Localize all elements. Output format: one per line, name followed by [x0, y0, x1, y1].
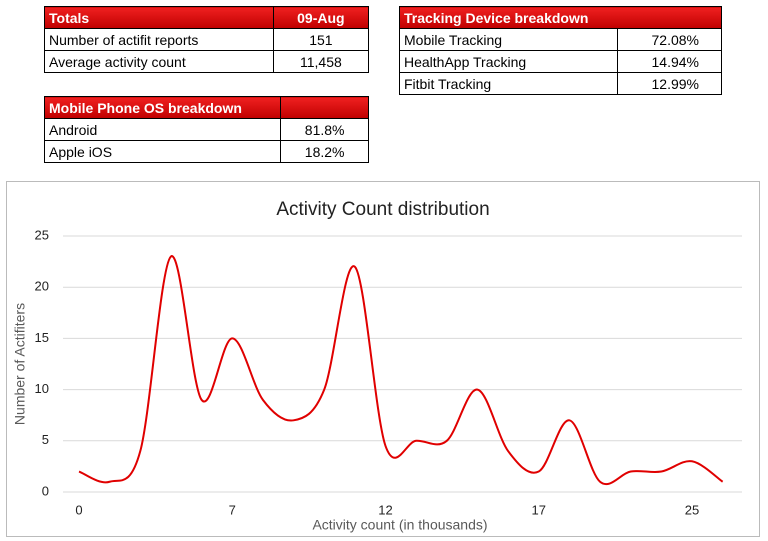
cell: 18.2% [280, 140, 369, 163]
header-cell: Totals [44, 6, 274, 29]
x-tick-label: 12 [378, 502, 392, 517]
cell: Number of actifit reports [44, 28, 274, 51]
header-cell: Tracking Device breakdown [399, 6, 722, 29]
table: Tracking Device breakdown Mobile Tracking… [399, 6, 723, 95]
row: Mobile Tracking 72.08% [399, 28, 723, 51]
header-cell: Mobile Phone OS breakdown [43, 96, 282, 119]
cell: HealthApp Tracking [399, 50, 618, 73]
y-tick-label: 5 [42, 432, 49, 447]
row: HealthApp Tracking 14.94% [399, 50, 723, 73]
x-tick-label: 17 [532, 502, 546, 517]
cell: Android [43, 118, 282, 141]
line [78, 255, 724, 485]
row: Apple iOS 18.2% [43, 140, 369, 163]
cell: Mobile Tracking [399, 28, 618, 51]
cell: Apple iOS [43, 140, 282, 163]
table: Mobile Phone OS breakdown Android 81.8% App… [43, 96, 369, 163]
x-tick-label: 0 [75, 502, 82, 517]
y-tick-label: 25 [35, 227, 49, 242]
y-axis-label: Number of Actifiters [12, 303, 28, 425]
header-cell: 09-Aug [272, 6, 370, 29]
chart-box: Activity Count distribution Activity coun… [6, 181, 760, 537]
chart-title: Activity Count distribution [276, 199, 489, 220]
cell: 11,458 [272, 50, 370, 73]
row: Number of actifit reports 151 [44, 28, 370, 51]
row: Fitbit Tracking 12.99% [399, 72, 723, 95]
header-row: Tracking Device breakdown [399, 6, 722, 29]
y-tick-label: 20 [35, 279, 49, 294]
row: Android 81.8% [43, 118, 369, 141]
cell: Fitbit Tracking [399, 72, 618, 95]
table: Totals 09-Aug Number of actifit reports 151… [44, 6, 370, 73]
cell: 14.94% [616, 50, 723, 73]
x-tick-label: 7 [229, 502, 236, 517]
row: Average activity count 11,458 [44, 50, 370, 73]
chart: Activity Count distribution Activity coun… [12, 199, 742, 533]
cell: 81.8% [280, 118, 369, 141]
x-tick-label: 25 [685, 502, 699, 517]
header-row: Mobile Phone OS breakdown [43, 96, 369, 119]
cell: 12.99% [616, 72, 723, 95]
y-tick-label: 10 [35, 381, 49, 396]
cell: 151 [272, 28, 370, 51]
y-tick-label: 0 [42, 483, 49, 498]
header-cell [280, 96, 369, 119]
header-row: Totals 09-Aug [44, 6, 370, 29]
x-axis-label: Activity count (in thousands) [312, 517, 487, 533]
cell: Average activity count [44, 50, 274, 73]
y-tick-label: 15 [35, 330, 49, 345]
cell: 72.08% [616, 28, 723, 51]
